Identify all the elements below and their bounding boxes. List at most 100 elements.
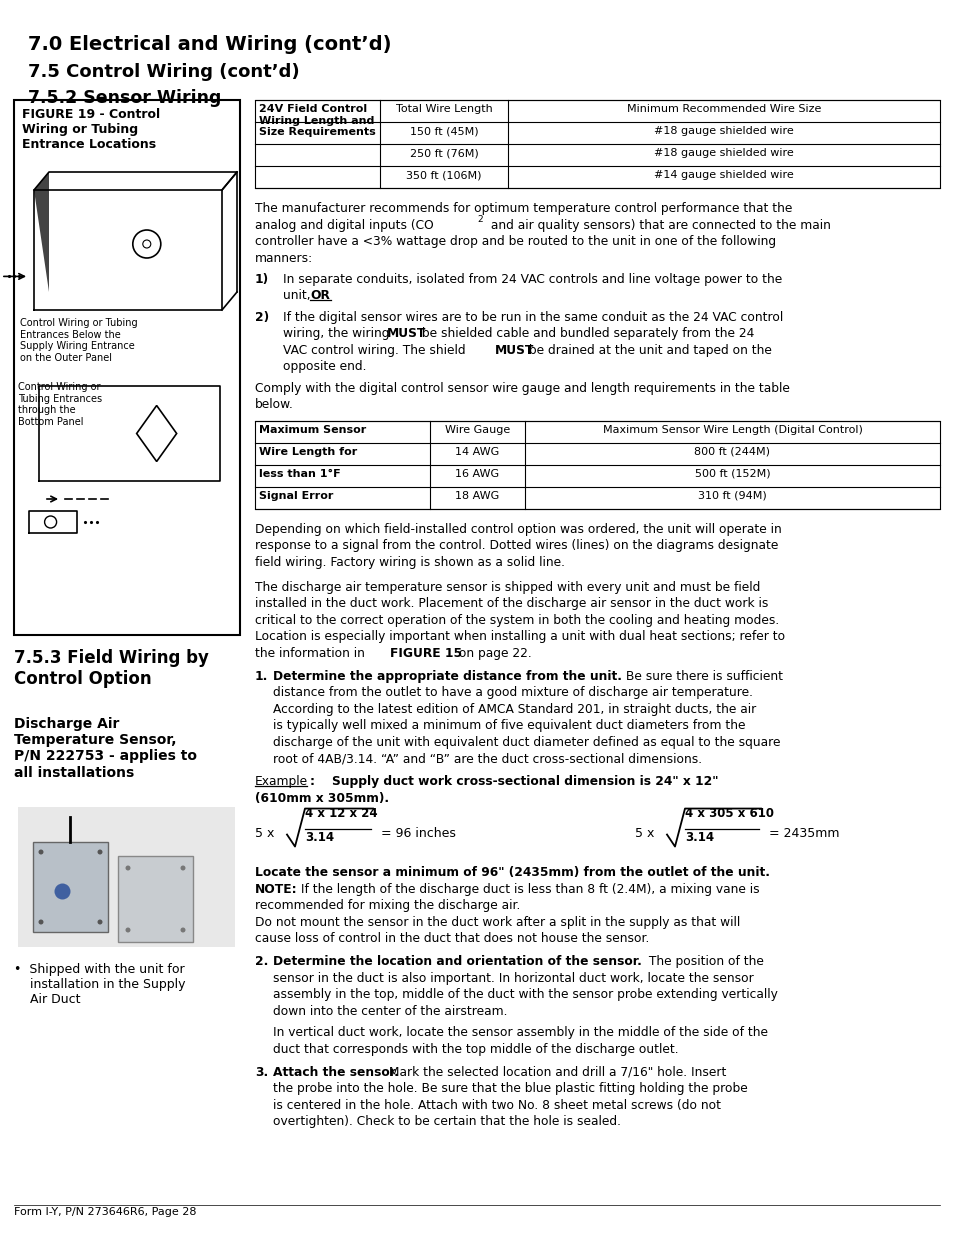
Text: response to a signal from the control. Dotted wires (lines) on the diagrams desi: response to a signal from the control. D… — [254, 540, 778, 552]
Text: 250 ft (76M): 250 ft (76M) — [409, 148, 477, 158]
Text: 5 x: 5 x — [635, 826, 654, 840]
Text: duct that corresponds with the top middle of the discharge outlet.: duct that corresponds with the top middl… — [273, 1042, 678, 1056]
Text: #14 gauge shielded wire: #14 gauge shielded wire — [654, 170, 793, 180]
Text: Be sure there is sufficient: Be sure there is sufficient — [621, 669, 782, 683]
Text: is centered in the hole. Attach with two No. 8 sheet metal screws (do not: is centered in the hole. Attach with two… — [273, 1099, 720, 1112]
Circle shape — [180, 866, 185, 871]
Text: 7.5 Control Wiring (cont’d): 7.5 Control Wiring (cont’d) — [28, 63, 299, 82]
Text: According to the latest edition of AMCA Standard 201, in straight ducts, the air: According to the latest edition of AMCA … — [273, 703, 756, 716]
Text: 7.5.3 Field Wiring by
Control Option: 7.5.3 Field Wiring by Control Option — [14, 650, 209, 688]
Text: 800 ft (244M): 800 ft (244M) — [694, 447, 770, 457]
Text: the probe into the hole. Be sure that the blue plastic fitting holding the probe: the probe into the hole. Be sure that th… — [273, 1082, 747, 1095]
Text: overtighten). Check to be certain that the hole is sealed.: overtighten). Check to be certain that t… — [273, 1115, 620, 1129]
Bar — [18, 806, 234, 947]
Text: 350 ft (106M): 350 ft (106M) — [406, 170, 481, 180]
Bar — [118, 856, 193, 942]
Text: Determine the appropriate distance from the unit.: Determine the appropriate distance from … — [273, 669, 621, 683]
Text: •  Shipped with the unit for
    installation in the Supply
    Air Duct: • Shipped with the unit for installation… — [14, 963, 185, 1007]
Text: In separate conduits, isolated from 24 VAC controls and line voltage power to th: In separate conduits, isolated from 24 V… — [283, 273, 781, 287]
Text: 2: 2 — [476, 215, 482, 224]
Text: 2): 2) — [254, 311, 269, 324]
Text: The discharge air temperature sensor is shipped with every unit and must be fiel: The discharge air temperature sensor is … — [254, 580, 760, 594]
Text: be drained at the unit and taped on the: be drained at the unit and taped on the — [524, 343, 771, 357]
Text: = 2435mm: = 2435mm — [768, 826, 839, 840]
Text: Control Wiring or
Tubing Entrances
through the
Bottom Panel: Control Wiring or Tubing Entrances throu… — [18, 382, 102, 427]
Text: MUST: MUST — [495, 343, 534, 357]
Text: 18 AWG: 18 AWG — [455, 490, 499, 501]
Text: Locate the sensor a minimum of 96" (2435mm) from the outlet of the unit.: Locate the sensor a minimum of 96" (2435… — [254, 866, 769, 879]
Text: OR: OR — [310, 289, 330, 303]
Text: 14 AWG: 14 AWG — [455, 447, 499, 457]
Bar — [14, 100, 240, 635]
Text: 310 ft (94M): 310 ft (94M) — [698, 490, 766, 501]
Text: 2.: 2. — [254, 955, 268, 968]
Text: 7.0 Electrical and Wiring (cont’d): 7.0 Electrical and Wiring (cont’d) — [28, 35, 391, 54]
Text: Maximum Sensor: Maximum Sensor — [258, 425, 366, 435]
Text: wiring, the wiring: wiring, the wiring — [283, 327, 393, 341]
Circle shape — [126, 866, 131, 871]
Text: sensor in the duct is also important. In horizontal duct work, locate the sensor: sensor in the duct is also important. In… — [273, 972, 753, 984]
Circle shape — [180, 927, 185, 932]
Text: FIGURE 15: FIGURE 15 — [390, 647, 461, 659]
Text: opposite end.: opposite end. — [283, 361, 366, 373]
Polygon shape — [34, 172, 49, 291]
Text: and air quality sensors) that are connected to the main: and air quality sensors) that are connec… — [486, 219, 830, 231]
Text: VAC control wiring. The shield: VAC control wiring. The shield — [283, 343, 469, 357]
Text: Discharge Air
Temperature Sensor,
P/N 222753 - applies to
all installations: Discharge Air Temperature Sensor, P/N 22… — [14, 718, 196, 779]
Text: 4 x 12 x 24: 4 x 12 x 24 — [305, 806, 377, 820]
Text: 7.5.2 Sensor Wiring: 7.5.2 Sensor Wiring — [28, 89, 221, 107]
Text: assembly in the top, middle of the duct with the sensor probe extending vertical: assembly in the top, middle of the duct … — [273, 988, 777, 1002]
Text: Location is especially important when installing a unit with dual heat sections;: Location is especially important when in… — [254, 630, 784, 643]
Text: FIGURE 19 - Control
Wiring or Tubing
Entrance Locations: FIGURE 19 - Control Wiring or Tubing Ent… — [22, 107, 160, 151]
Text: cause loss of control in the duct that does not house the sensor.: cause loss of control in the duct that d… — [254, 932, 649, 945]
Bar — [254, 421, 939, 509]
Text: Total Wire Length: Total Wire Length — [395, 104, 492, 114]
Text: be shielded cable and bundled separately from the 24: be shielded cable and bundled separately… — [417, 327, 754, 341]
Text: is typically well mixed a minimum of five equivalent duct diameters from the: is typically well mixed a minimum of fiv… — [273, 719, 744, 732]
Text: Example: Example — [254, 776, 308, 788]
Text: Maximum Sensor Wire Length (Digital Control): Maximum Sensor Wire Length (Digital Cont… — [602, 425, 862, 435]
Text: root of 4AB/3.14. “A” and “B” are the duct cross-sectional dimensions.: root of 4AB/3.14. “A” and “B” are the du… — [273, 752, 701, 766]
Text: Determine the location and orientation of the sensor.: Determine the location and orientation o… — [273, 955, 641, 968]
Text: on page 22.: on page 22. — [455, 647, 531, 659]
Text: 5 x: 5 x — [254, 826, 274, 840]
Bar — [254, 100, 939, 188]
Text: 16 AWG: 16 AWG — [455, 469, 499, 479]
Text: Signal Error: Signal Error — [258, 490, 333, 501]
Text: Minimum Recommended Wire Size: Minimum Recommended Wire Size — [626, 104, 821, 114]
Text: MUST: MUST — [387, 327, 426, 341]
Text: 150 ft (45M): 150 ft (45M) — [409, 126, 477, 136]
Circle shape — [126, 927, 131, 932]
Text: installed in the duct work. Placement of the discharge air sensor in the duct wo: installed in the duct work. Placement of… — [254, 597, 767, 610]
Text: manners:: manners: — [254, 252, 313, 264]
Text: 3.14: 3.14 — [684, 831, 714, 844]
Text: Do not mount the sensor in the duct work after a split in the supply as that wil: Do not mount the sensor in the duct work… — [254, 915, 740, 929]
Text: critical to the correct operation of the system in both the cooling and heating : critical to the correct operation of the… — [254, 614, 779, 626]
Text: the information in: the information in — [254, 647, 369, 659]
Text: Comply with the digital control sensor wire gauge and length requirements in the: Comply with the digital control sensor w… — [254, 382, 789, 395]
Text: (610mm x 305mm).: (610mm x 305mm). — [254, 792, 389, 805]
Text: below.: below. — [254, 399, 294, 411]
Text: = 96 inches: = 96 inches — [380, 826, 456, 840]
Circle shape — [97, 920, 102, 925]
Circle shape — [54, 883, 71, 899]
Text: 4 x 305 x 610: 4 x 305 x 610 — [684, 806, 773, 820]
Text: The manufacturer recommends for optimum temperature control performance that the: The manufacturer recommends for optimum … — [254, 203, 792, 215]
Text: 24V Field Control
Wiring Length and
Size Requirements: 24V Field Control Wiring Length and Size… — [258, 104, 375, 137]
Text: distance from the outlet to have a good mixture of discharge air temperature.: distance from the outlet to have a good … — [273, 687, 752, 699]
Text: discharge of the unit with equivalent duct diameter defined as equal to the squa: discharge of the unit with equivalent du… — [273, 736, 780, 748]
Circle shape — [97, 850, 102, 855]
Text: Mark the selected location and drill a 7/16" hole. Insert: Mark the selected location and drill a 7… — [385, 1066, 725, 1078]
Text: field wiring. Factory wiring is shown as a solid line.: field wiring. Factory wiring is shown as… — [254, 556, 564, 569]
Text: If the length of the discharge duct is less than 8 ft (2.4M), a mixing vane is: If the length of the discharge duct is l… — [296, 883, 759, 895]
Text: If the digital sensor wires are to be run in the same conduit as the 24 VAC cont: If the digital sensor wires are to be ru… — [283, 311, 782, 324]
Text: 1.: 1. — [254, 669, 268, 683]
Text: NOTE:: NOTE: — [254, 883, 297, 895]
Bar — [33, 842, 108, 932]
Text: analog and digital inputs (CO: analog and digital inputs (CO — [254, 219, 434, 231]
Text: The position of the: The position of the — [644, 955, 763, 968]
Text: controller have a <3% wattage drop and be routed to the unit in one of the follo: controller have a <3% wattage drop and b… — [254, 235, 776, 248]
Text: unit,: unit, — [283, 289, 314, 303]
Text: :    Supply duct work cross-sectional dimension is 24" x 12": : Supply duct work cross-sectional dimen… — [310, 776, 718, 788]
Text: 1): 1) — [254, 273, 269, 287]
